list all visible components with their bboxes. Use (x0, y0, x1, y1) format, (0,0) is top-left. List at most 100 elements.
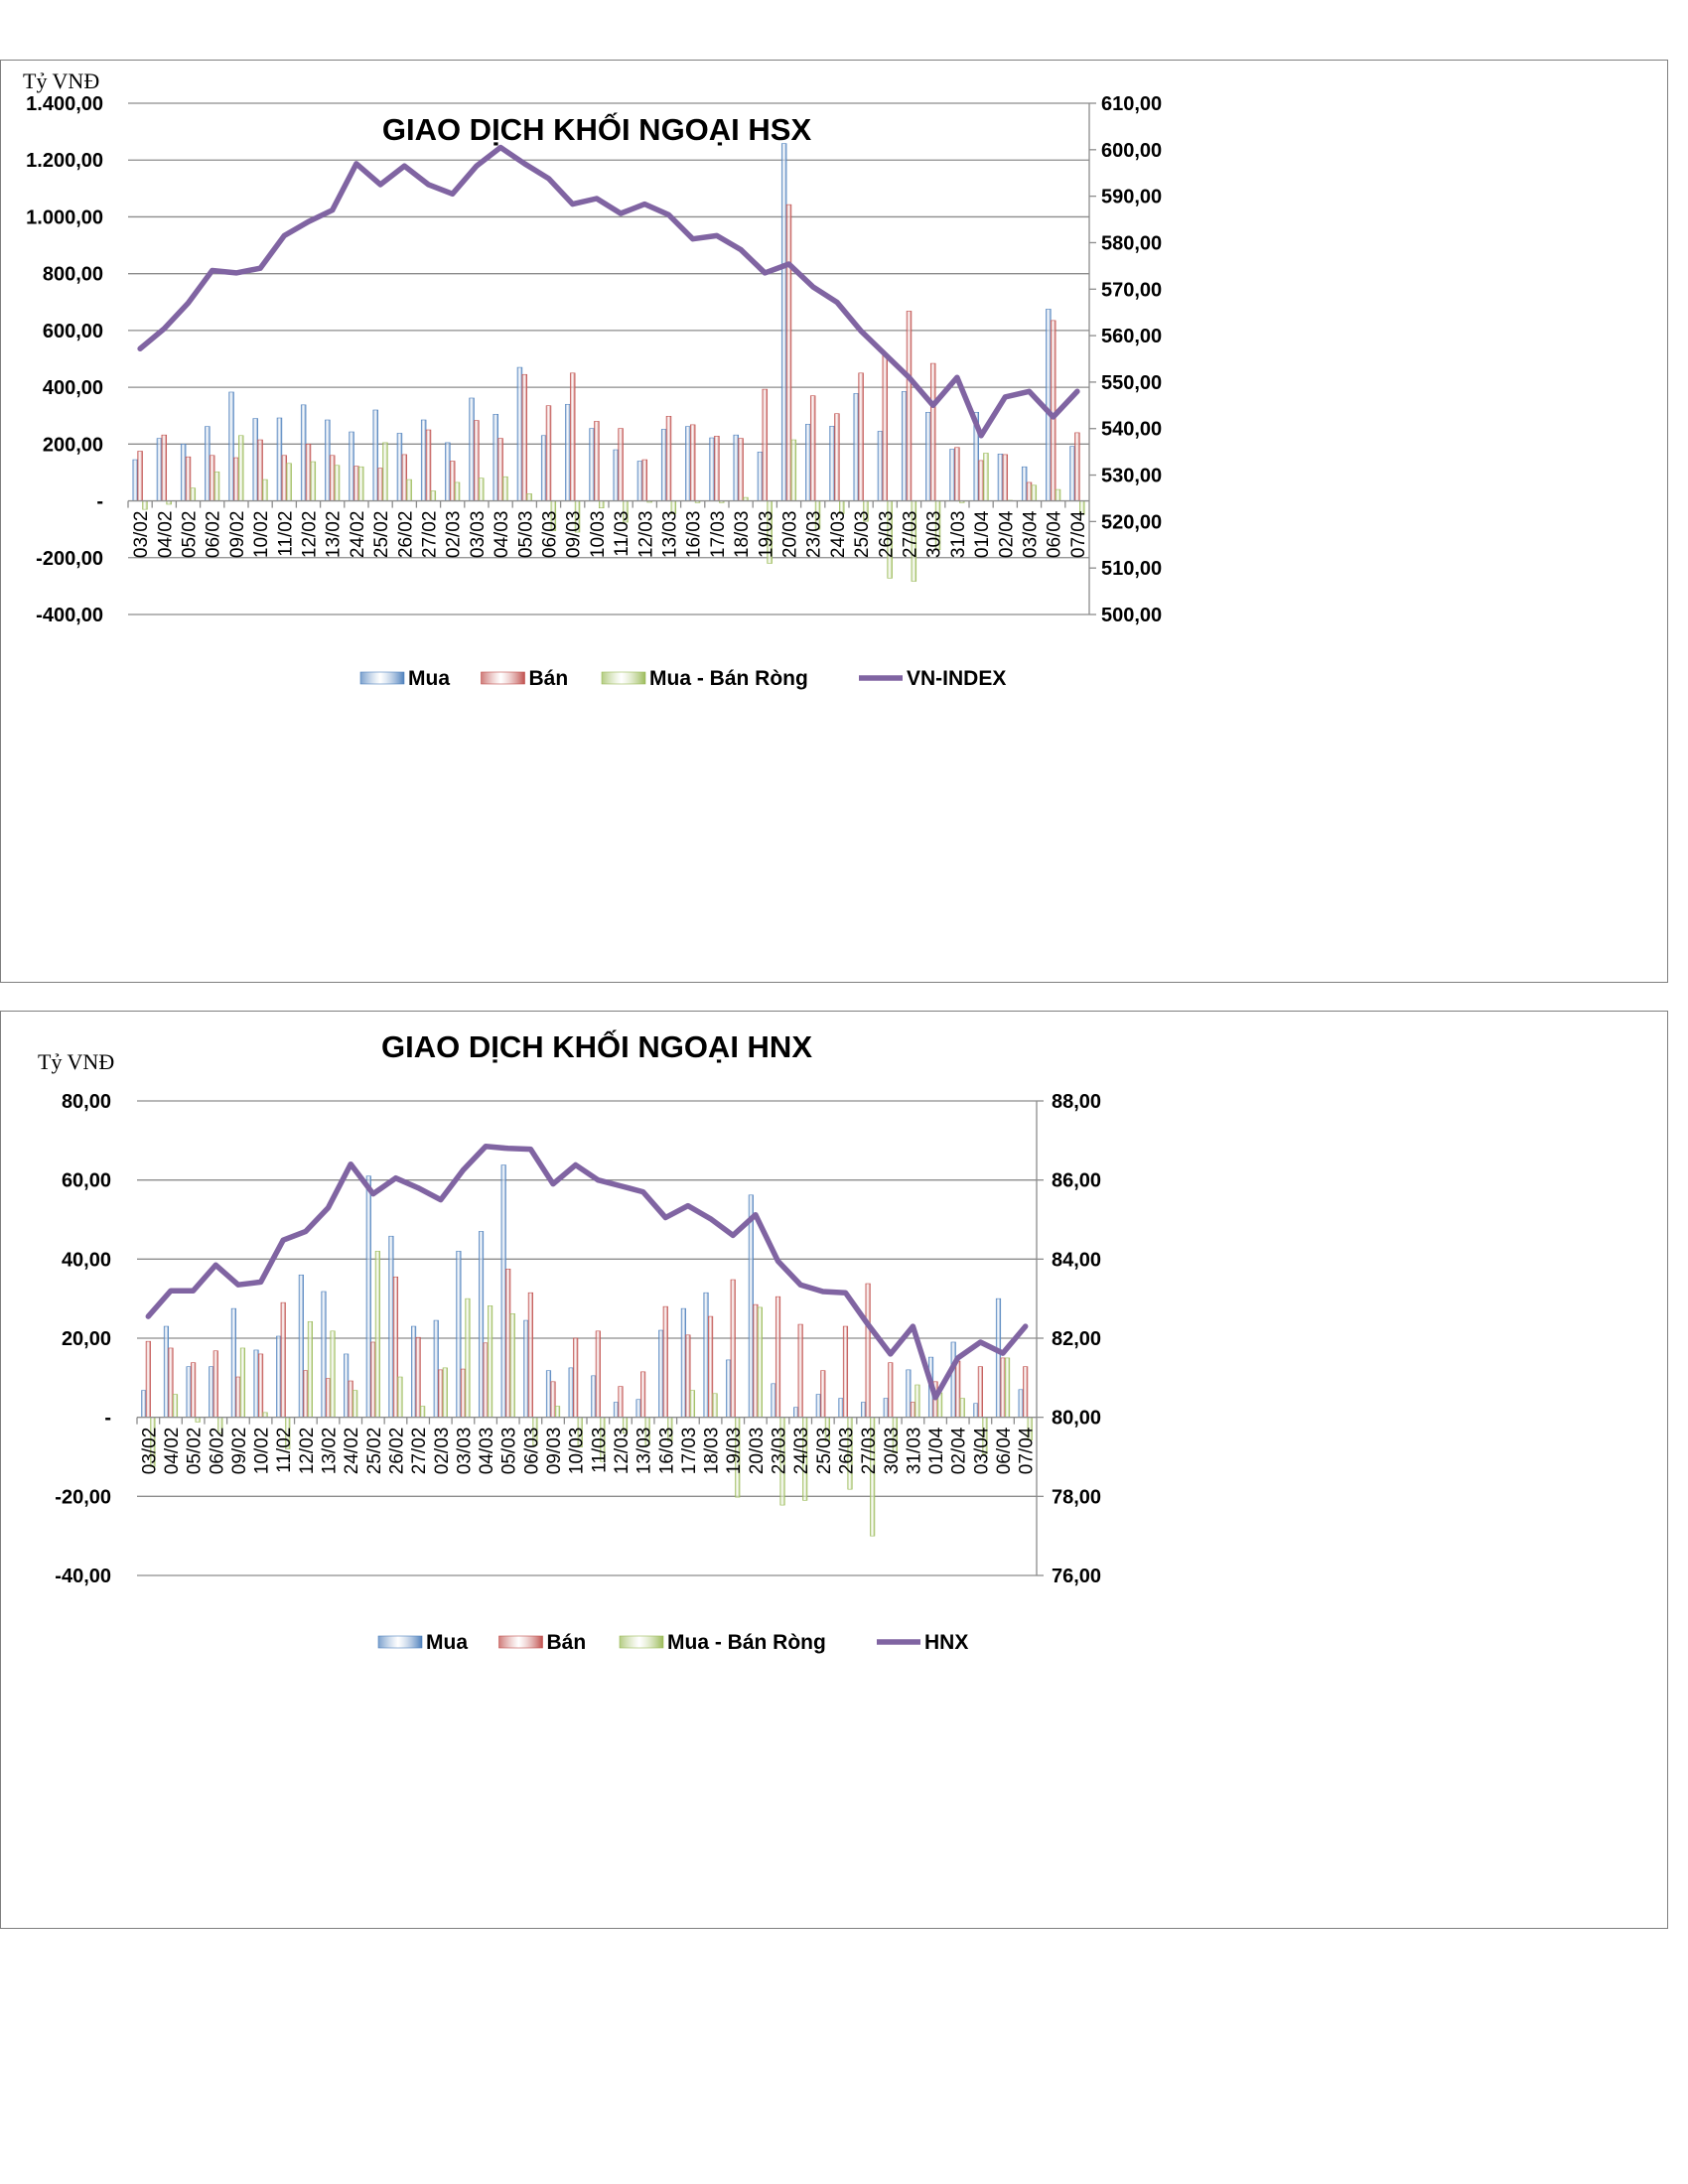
hnx-bar-mua-b-n-r-ng (914, 1384, 920, 1418)
hnx-x-tick-label: 07/04 (1017, 1427, 1038, 1474)
hnx-bar-mua-b-n-r-ng (374, 1251, 380, 1418)
hsx-x-tick-label: 24/03 (828, 511, 849, 559)
hsx-bar-mua (589, 428, 595, 501)
hsx-bar-mua (205, 426, 211, 501)
hnx-x-tick-label: 03/04 (971, 1427, 992, 1474)
hnx-x-tick-label: 09/03 (544, 1428, 565, 1475)
hnx-bar-mua (861, 1402, 867, 1418)
hnx-y2-tick-label: 86,00 (1052, 1170, 1101, 1192)
hsx-bar-mua-b-n-r-ng (430, 490, 437, 501)
hnx-bar-mua (411, 1325, 417, 1418)
hnx-x-tick-label: 24/02 (342, 1428, 362, 1475)
hnx-chart-panel: GIAO DỊCH KHỐI NGOẠI HNX Tỷ VNĐ 80,00 60,00… (0, 1011, 1668, 1929)
hnx-bar-b-n (1023, 1366, 1029, 1418)
hsx-bar-mua (156, 438, 163, 501)
hsx-bar-b-n (1074, 432, 1080, 501)
hsx-bar-mua (780, 143, 787, 501)
hsx-bar-mua (565, 403, 571, 501)
hsx-y2-tick-label: 540,00 (1101, 419, 1162, 441)
hsx-bar-b-n (594, 421, 600, 501)
hsx-unit-label: Tỷ VNĐ (23, 68, 99, 93)
hsx-x-tick-label: 10/03 (588, 511, 609, 559)
hsx-x-tick-label: 13/03 (660, 511, 681, 559)
hsx-y2-tick-label: 530,00 (1101, 466, 1162, 487)
hsx-x-tick-label: 27/03 (901, 511, 921, 559)
hnx-legend-label: HNX (924, 1631, 968, 1654)
hnx-bar-b-n (774, 1296, 781, 1418)
hsx-bar-mua-b-n-r-ng (1031, 484, 1038, 501)
hnx-bar-b-n (145, 1340, 151, 1418)
hsx-x-tick-label: 09/03 (564, 511, 585, 559)
hsx-y-tick-label: -200,00 (36, 548, 103, 570)
hsx-bar-mua-b-n-r-ng (358, 466, 364, 501)
hnx-x-tick-label: 06/04 (994, 1427, 1015, 1474)
hsx-bar-mua (420, 419, 427, 501)
hnx-x-tick-label: 31/03 (904, 1428, 924, 1475)
hsx-bar-b-n (545, 405, 552, 501)
hnx-bar-mua (793, 1407, 799, 1418)
hsx-bar-mua-b-n-r-ng (406, 478, 412, 501)
hsx-legend-label: Bán (529, 667, 569, 690)
hnx-bar-mua (950, 1341, 956, 1418)
hsx-y-tick-label: 200,00 (43, 434, 103, 456)
hsx-x-tick-label: 11/02 (275, 511, 296, 557)
hsx-x-tick-label: 02/03 (444, 511, 465, 559)
hnx-bar-mua-b-n-r-ng (420, 1406, 426, 1418)
hsx-y2-tick-label: 600,00 (1101, 140, 1162, 162)
hsx-bar-mua (709, 437, 715, 501)
hnx-x-tick-label: 06/02 (207, 1428, 227, 1475)
hsx-bar-mua (805, 424, 811, 501)
hnx-bar-b-n (483, 1342, 489, 1418)
hnx-x-tick-label: 04/03 (477, 1428, 497, 1475)
hsx-bar-b-n (689, 424, 696, 501)
hsx-bar-mua (276, 417, 283, 501)
hsx-bar-b-n (425, 429, 432, 501)
hnx-line-hnx (145, 1144, 1029, 1401)
hsx-bar-b-n (641, 459, 648, 501)
hsx-x-tick-label: 03/03 (468, 511, 489, 559)
hnx-bar-mua (209, 1366, 214, 1418)
hnx-x-tick-label: 11/02 (274, 1428, 295, 1473)
hnx-bar-b-n (550, 1381, 556, 1418)
hsx-bar-mua (949, 449, 955, 501)
hsx-x-tick-label: 10/02 (251, 511, 272, 559)
hsx-bar-b-n (521, 373, 528, 501)
hnx-bar-mua (883, 1398, 889, 1418)
hnx-bar-mua (613, 1402, 620, 1418)
hnx-y-tick-label: 40,00 (62, 1249, 111, 1271)
hsx-legend-label: Mua (408, 667, 450, 690)
hnx-x-tick-label: 05/02 (185, 1428, 206, 1475)
hnx-x-tick-label: 12/03 (612, 1428, 633, 1475)
hsx-bar-b-n (906, 311, 913, 501)
hsx-bar-b-n (665, 415, 672, 501)
hnx-bar-mua-b-n-r-ng (442, 1367, 448, 1418)
hnx-y-tick-label: 60,00 (62, 1170, 111, 1192)
hsx-bar-b-n (858, 372, 864, 501)
hsx-bar-b-n (305, 444, 312, 501)
hsx-x-tick-label: 20/03 (780, 511, 801, 559)
hnx-bar-mua-b-n-r-ng (307, 1320, 313, 1418)
hnx-bar-mua-b-n-r-ng (757, 1306, 763, 1418)
hsx-bar-mua-b-n-r-ng (479, 478, 485, 501)
hsx-x-tick-label: 19/03 (756, 511, 776, 559)
hnx-y-tick-label: -20,00 (55, 1486, 111, 1508)
hsx-bar-mua-b-n-r-ng (454, 481, 461, 501)
hnx-bar-b-n (730, 1279, 736, 1418)
hnx-x-tick-label: 25/02 (364, 1428, 385, 1475)
hsx-legend-swatch (601, 671, 646, 685)
hsx-bar-mua (349, 431, 354, 501)
hsx-bar-mua (660, 429, 667, 501)
hsx-bar-b-n (233, 457, 239, 501)
hsx-bar-mua-b-n-r-ng (526, 493, 532, 501)
hnx-bar-mua (748, 1194, 754, 1418)
hsx-bar-b-n (809, 395, 816, 501)
hsx-x-tick-label: 17/03 (708, 511, 729, 559)
hsx-bar-mua-b-n-r-ng (310, 461, 317, 501)
hsx-x-tick-label: 03/04 (1021, 510, 1042, 558)
hnx-x-tick-label: 02/04 (949, 1427, 970, 1474)
hnx-bar-b-n (325, 1378, 332, 1418)
hsx-bar-mua (997, 454, 1004, 501)
hsx-legend-swatch (481, 671, 525, 685)
hsx-y2-tick-label: 510,00 (1101, 558, 1162, 580)
